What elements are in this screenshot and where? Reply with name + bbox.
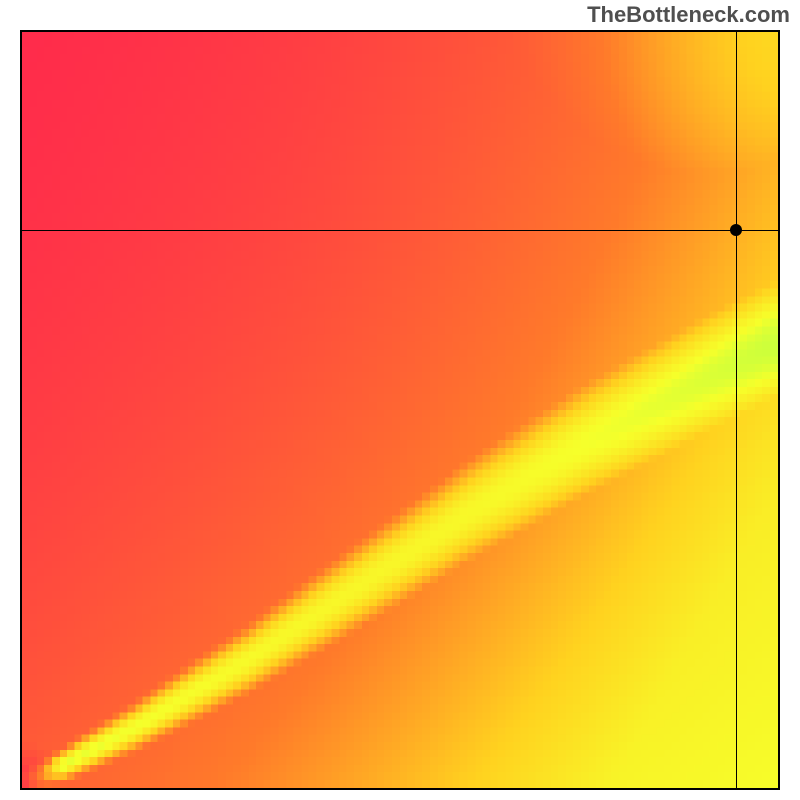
heatmap-plot xyxy=(20,30,780,790)
crosshair-horizontal xyxy=(22,230,778,231)
crosshair-vertical xyxy=(736,32,737,788)
crosshair-marker xyxy=(730,224,742,236)
heatmap-canvas xyxy=(22,32,778,788)
watermark-text: TheBottleneck.com xyxy=(587,2,790,28)
